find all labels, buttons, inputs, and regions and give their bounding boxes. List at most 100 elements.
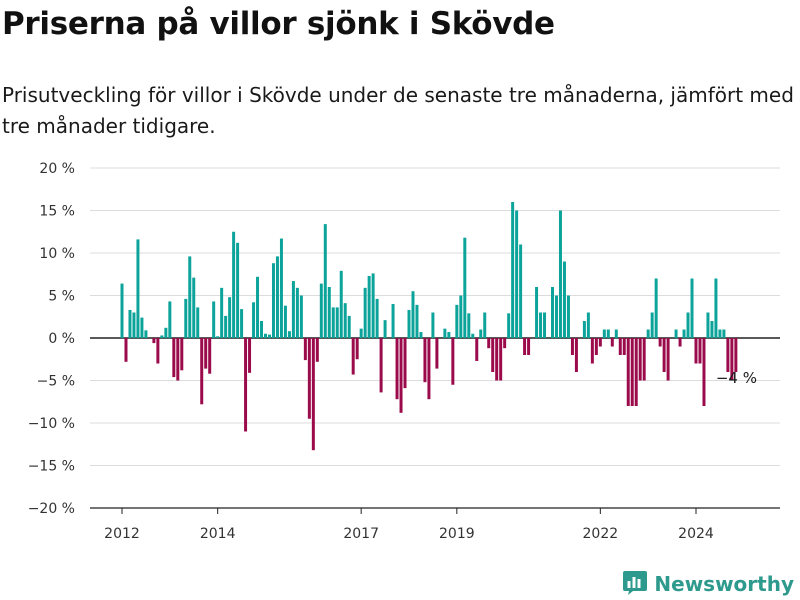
bar (379, 338, 383, 393)
bar (188, 256, 192, 338)
bar (120, 283, 124, 338)
bar (582, 321, 586, 338)
y-tick-label: 10 % (39, 246, 75, 262)
bar (610, 338, 614, 347)
bar (511, 202, 515, 338)
bar (678, 338, 682, 347)
x-tick-label: 2019 (439, 526, 475, 542)
bar (244, 338, 248, 432)
bar (662, 338, 666, 372)
bar (228, 297, 232, 338)
bar (196, 307, 200, 338)
bar (419, 332, 423, 338)
bar (343, 303, 347, 338)
bar (515, 210, 519, 338)
bar (224, 315, 228, 338)
bar (415, 304, 419, 338)
bar (351, 338, 355, 375)
bar (562, 261, 566, 338)
brand-logo[interactable]: Newsworthy (622, 569, 794, 599)
bar (718, 329, 722, 338)
bar (682, 329, 686, 338)
bar (570, 338, 574, 355)
x-tick-label: 2014 (200, 526, 236, 542)
bar (204, 338, 208, 369)
bar (650, 312, 654, 338)
annotation: −4 % (716, 369, 757, 387)
y-tick-label: 5 % (48, 289, 75, 305)
bar (722, 329, 726, 338)
bar-chart: 20 % 15 % 10 % 5 % 0 % −5 % −10 % −15 % −20 % 20… (28, 161, 780, 542)
bar (594, 338, 598, 355)
bar (232, 231, 236, 338)
bar (674, 329, 678, 338)
bar (690, 278, 694, 338)
bar (264, 333, 267, 338)
bar (307, 338, 311, 419)
bar (311, 338, 315, 451)
x-axis: 2012 2014 2017 2019 2022 2024 (104, 508, 714, 542)
bar (638, 338, 642, 381)
bar (144, 330, 148, 338)
bar (622, 338, 626, 355)
bar (574, 338, 578, 372)
bar (375, 298, 379, 338)
bar (363, 287, 367, 338)
bar (698, 338, 702, 364)
bar (566, 295, 570, 338)
y-tick-label: −15 % (28, 459, 75, 475)
bar (216, 336, 220, 338)
bar (287, 331, 291, 338)
bar (686, 312, 690, 338)
bar (714, 278, 718, 338)
bar (260, 321, 264, 338)
bar (483, 312, 487, 338)
bar (164, 327, 168, 338)
bar (136, 239, 140, 338)
bar (391, 304, 395, 338)
bar (706, 312, 710, 338)
bar (463, 237, 467, 338)
bar (606, 329, 610, 338)
bar (240, 309, 244, 338)
bar (630, 338, 634, 406)
bar-chart-logo-icon (622, 569, 648, 599)
bar (455, 304, 459, 338)
bar (666, 338, 670, 381)
bar (160, 335, 164, 338)
bar (168, 301, 172, 338)
bar (236, 242, 240, 338)
bar (184, 298, 188, 338)
bar (519, 244, 523, 338)
bar (132, 312, 136, 338)
bar (507, 313, 511, 338)
bar (323, 224, 327, 338)
bar (359, 328, 363, 338)
bar (339, 270, 343, 338)
bar (558, 210, 562, 338)
bar (554, 295, 558, 338)
bar (590, 338, 594, 364)
bar (618, 338, 622, 355)
annotation-label: −4 % (716, 369, 757, 387)
y-tick-label: 15 % (39, 204, 75, 220)
bar (658, 338, 662, 347)
bar (248, 338, 252, 373)
bar (327, 287, 331, 338)
bar (192, 277, 196, 338)
bar (694, 338, 698, 364)
bar (399, 338, 403, 413)
bar (315, 338, 319, 362)
bar (411, 291, 415, 338)
bar (291, 281, 295, 338)
bar (710, 321, 714, 338)
bar (407, 309, 411, 338)
bar (491, 338, 495, 372)
bar (726, 338, 730, 372)
bar (172, 338, 176, 378)
bar (642, 338, 646, 381)
bar (423, 338, 427, 383)
bar (598, 338, 602, 347)
bar (503, 338, 507, 349)
bar (523, 338, 527, 355)
